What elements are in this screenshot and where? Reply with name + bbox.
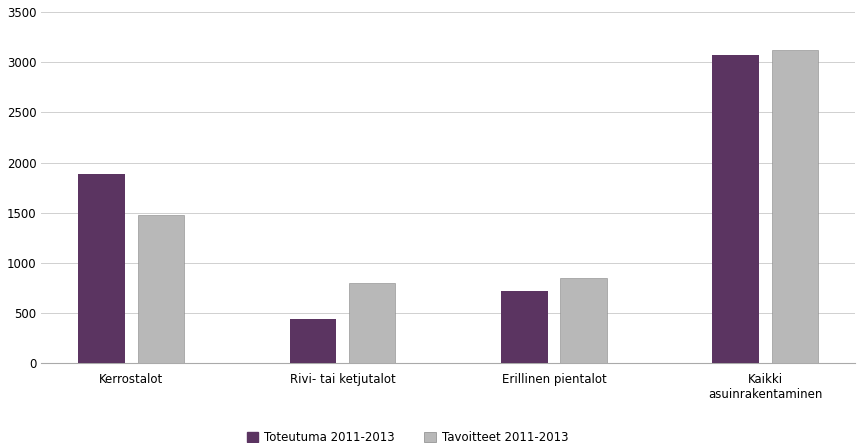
- Bar: [771, 50, 817, 363]
- Bar: [560, 279, 606, 363]
- Bar: [349, 283, 395, 363]
- Bar: [711, 55, 758, 363]
- Bar: [500, 291, 547, 363]
- Bar: [138, 215, 184, 363]
- Bar: [289, 319, 336, 363]
- Bar: [78, 174, 125, 363]
- Legend: Toteutuma 2011-2013, Tavoitteet 2011-2013: Toteutuma 2011-2013, Tavoitteet 2011-201…: [242, 426, 573, 443]
